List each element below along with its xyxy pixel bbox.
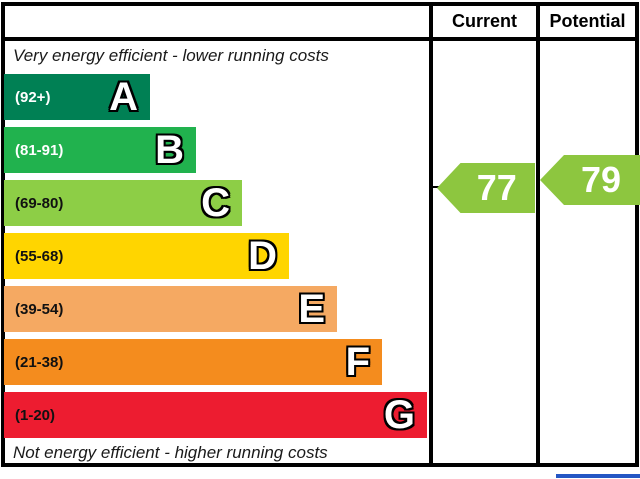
table-border-right	[635, 2, 639, 467]
band-letter-d: D	[248, 233, 277, 278]
band-range-d: (55-68)	[15, 247, 64, 265]
current-rating-arrow: 77	[437, 163, 535, 213]
current-rating-value: 77	[476, 167, 517, 208]
band-range-f: (21-38)	[15, 353, 64, 371]
band-range-g: (1-20)	[15, 406, 56, 424]
header-separator-line	[1, 37, 639, 41]
band-bar-f: (21-38) F	[4, 339, 382, 385]
bottom-caption: Not energy efficient - higher running co…	[13, 443, 328, 462]
band-range-a: (92+)	[15, 88, 51, 106]
band-letter-a: A	[109, 74, 138, 119]
column-divider-potential	[536, 2, 540, 467]
band-range-c: (69-80)	[15, 194, 64, 212]
band-letter-f: F	[345, 339, 370, 384]
table-border-bottom	[1, 463, 639, 467]
current-header-text: Current	[451, 10, 517, 31]
band-bar-b: (81-91) B	[4, 127, 196, 173]
top-caption: Very energy efficient - lower running co…	[13, 46, 329, 65]
band-bar-d: (55-68) D	[4, 233, 289, 279]
potential-rating-arrow: 79	[540, 155, 640, 205]
column-header-current: Current	[433, 10, 536, 32]
column-header-potential: Potential	[540, 10, 635, 32]
table-border-top	[1, 2, 639, 6]
band-letter-g: G	[383, 392, 415, 437]
band-bar-a: (92+) A	[4, 74, 150, 120]
band-range-b: (81-91)	[15, 141, 64, 159]
potential-rating-value: 79	[580, 159, 622, 200]
potential-header-text: Potential	[549, 10, 626, 31]
table-border-left	[1, 2, 5, 467]
band-letter-c: C	[201, 180, 230, 225]
cropped-blue-box-edge	[556, 474, 640, 478]
band-letter-b: B	[155, 127, 184, 172]
band-bar-e: (39-54) E	[4, 286, 337, 332]
band-range-e: (39-54)	[15, 300, 64, 318]
current-arrow-tick	[429, 186, 439, 188]
band-bar-g: (1-20) G	[4, 392, 427, 438]
column-divider-current	[429, 2, 433, 467]
band-bar-c: (69-80) C	[4, 180, 242, 226]
band-letter-e: E	[298, 286, 325, 331]
